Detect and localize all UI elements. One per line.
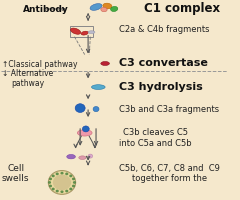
Ellipse shape <box>77 130 92 136</box>
Text: C3 hydrolysis: C3 hydrolysis <box>119 82 203 92</box>
Circle shape <box>69 188 72 190</box>
Text: C5b, C6, C7, C8 and  C9
together form the: C5b, C6, C7, C8 and C9 together form the <box>119 164 220 183</box>
Ellipse shape <box>81 31 88 35</box>
Circle shape <box>73 181 76 184</box>
Ellipse shape <box>111 6 118 11</box>
Text: ↓ Alternative
pathway: ↓ Alternative pathway <box>2 69 53 88</box>
Circle shape <box>93 107 99 112</box>
Text: Cell
swells: Cell swells <box>2 164 29 183</box>
Text: C3 convertase: C3 convertase <box>119 58 208 68</box>
Ellipse shape <box>91 85 105 89</box>
Circle shape <box>75 104 85 112</box>
Circle shape <box>69 175 72 177</box>
Circle shape <box>48 171 76 194</box>
Ellipse shape <box>71 28 81 34</box>
Ellipse shape <box>67 154 75 159</box>
Circle shape <box>56 173 59 175</box>
Circle shape <box>88 154 93 158</box>
Circle shape <box>65 173 68 175</box>
Circle shape <box>52 175 55 177</box>
Text: ↑Classical pathway: ↑Classical pathway <box>2 60 77 69</box>
Circle shape <box>60 190 64 193</box>
Circle shape <box>53 175 71 190</box>
Circle shape <box>60 172 64 175</box>
Circle shape <box>52 188 55 190</box>
Circle shape <box>49 185 52 187</box>
Circle shape <box>72 178 75 180</box>
Ellipse shape <box>101 62 109 65</box>
Text: C2a & C4b fragments: C2a & C4b fragments <box>119 25 209 34</box>
Circle shape <box>65 190 68 192</box>
Ellipse shape <box>103 3 112 9</box>
Ellipse shape <box>88 31 95 34</box>
Ellipse shape <box>79 156 86 159</box>
Bar <box>70 26 93 37</box>
Circle shape <box>49 178 52 180</box>
Text: Antibody: Antibody <box>23 5 69 14</box>
Ellipse shape <box>90 4 102 10</box>
Text: C1 complex: C1 complex <box>144 2 220 15</box>
Ellipse shape <box>101 7 107 12</box>
Circle shape <box>72 185 75 187</box>
Circle shape <box>82 126 89 132</box>
Text: C3b cleaves C5
into C5a and C5b: C3b cleaves C5 into C5a and C5b <box>119 128 191 148</box>
Text: C3b and C3a fragments: C3b and C3a fragments <box>119 105 219 114</box>
Circle shape <box>56 190 59 192</box>
Circle shape <box>48 181 51 184</box>
